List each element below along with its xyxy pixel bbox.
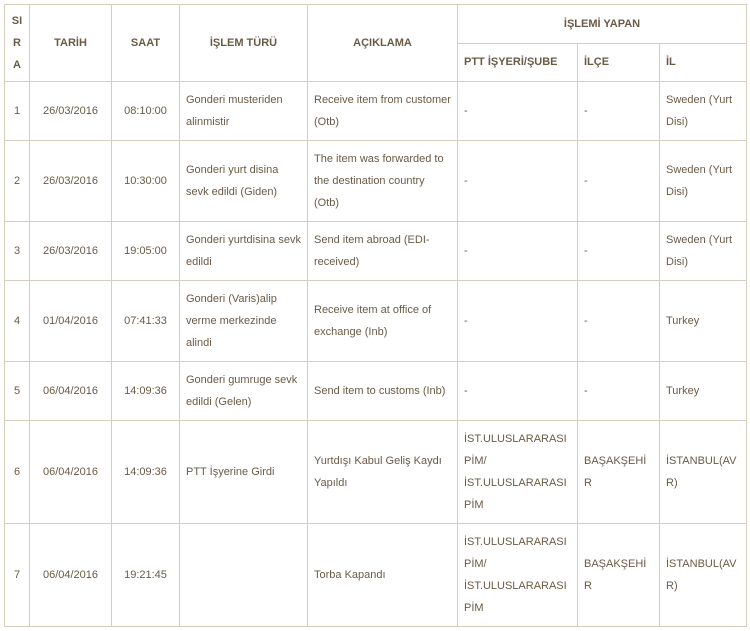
cell-ilce: - xyxy=(578,362,660,421)
cell-ptt-isyeri: - xyxy=(458,281,578,362)
table-header: SIRA TARİH SAAT İŞLEM TÜRÜ AÇIKLAMA İŞLE… xyxy=(5,5,747,82)
col-ilce: İLÇE xyxy=(578,43,660,82)
cell-sira: 5 xyxy=(5,362,30,421)
cell-saat: 10:30:00 xyxy=(112,141,180,222)
cell-tarih: 26/03/2016 xyxy=(30,82,112,141)
col-islemi-yapan: İŞLEMİ YAPAN xyxy=(458,5,747,44)
cell-aciklama: The item was forwarded to the destinatio… xyxy=(308,141,458,222)
cell-il: İSTANBUL(AVR) xyxy=(660,524,747,627)
cell-il: Turkey xyxy=(660,281,747,362)
cell-il: Sweden (Yurt Disi) xyxy=(660,82,747,141)
col-il: İL xyxy=(660,43,747,82)
cell-sira: 1 xyxy=(5,82,30,141)
cell-ptt-isyeri: - xyxy=(458,222,578,281)
cell-saat: 19:21:45 xyxy=(112,524,180,627)
cell-ptt-isyeri: - xyxy=(458,362,578,421)
cell-tarih: 01/04/2016 xyxy=(30,281,112,362)
cell-ptt-isyeri: - xyxy=(458,141,578,222)
col-saat: SAAT xyxy=(112,5,180,82)
cell-islem-turu: Gonderi (Varis)alip verme merkezinde ali… xyxy=(180,281,308,362)
cell-aciklama: Yurtdışı Kabul Geliş Kaydı Yapıldı xyxy=(308,421,458,524)
cell-tarih: 26/03/2016 xyxy=(30,141,112,222)
cell-saat: 19:05:00 xyxy=(112,222,180,281)
cell-islem-turu xyxy=(180,524,308,627)
cell-saat: 14:09:36 xyxy=(112,421,180,524)
cell-islem-turu: Gonderi gumruge sevk edildi (Gelen) xyxy=(180,362,308,421)
table-body: 126/03/201608:10:00Gonderi musteriden al… xyxy=(5,82,747,627)
cell-tarih: 06/04/2016 xyxy=(30,362,112,421)
table-row: 606/04/201614:09:36PTT İşyerine GirdiYur… xyxy=(5,421,747,524)
cell-saat: 07:41:33 xyxy=(112,281,180,362)
col-aciklama: AÇIKLAMA xyxy=(308,5,458,82)
cell-il: Sweden (Yurt Disi) xyxy=(660,141,747,222)
cell-tarih: 06/04/2016 xyxy=(30,421,112,524)
cell-ilce: BAŞAKŞEHİR xyxy=(578,524,660,627)
table-row: 506/04/201614:09:36Gonderi gumruge sevk … xyxy=(5,362,747,421)
cell-ptt-isyeri: İST.ULUSLARARASI PİM/ İST.ULUSLARARASI P… xyxy=(458,524,578,627)
cell-aciklama: Send item abroad (EDI-received) xyxy=(308,222,458,281)
cell-il: Sweden (Yurt Disi) xyxy=(660,222,747,281)
cell-ptt-isyeri: - xyxy=(458,82,578,141)
cell-sira: 4 xyxy=(5,281,30,362)
cell-aciklama: Receive item from customer (Otb) xyxy=(308,82,458,141)
cell-il: İSTANBUL(AVR) xyxy=(660,421,747,524)
cell-islem-turu: Gonderi yurt disina sevk edildi (Giden) xyxy=(180,141,308,222)
cell-ilce: - xyxy=(578,82,660,141)
cell-sira: 3 xyxy=(5,222,30,281)
cell-ilce: - xyxy=(578,281,660,362)
cell-islem-turu: PTT İşyerine Girdi xyxy=(180,421,308,524)
cell-ilce: - xyxy=(578,141,660,222)
col-islem-turu: İŞLEM TÜRÜ xyxy=(180,5,308,82)
cell-saat: 08:10:00 xyxy=(112,82,180,141)
cell-il: Turkey xyxy=(660,362,747,421)
cell-aciklama: Torba Kapandı xyxy=(308,524,458,627)
cell-tarih: 06/04/2016 xyxy=(30,524,112,627)
col-ptt-isyeri: PTT İŞYERİ/ŞUBE xyxy=(458,43,578,82)
cell-sira: 2 xyxy=(5,141,30,222)
table-row: 226/03/201610:30:00Gonderi yurt disina s… xyxy=(5,141,747,222)
table-row: 401/04/201607:41:33Gonderi (Varis)alip v… xyxy=(5,281,747,362)
cell-islem-turu: Gonderi musteriden alinmistir xyxy=(180,82,308,141)
cell-sira: 6 xyxy=(5,421,30,524)
cell-aciklama: Receive item at office of exchange (Inb) xyxy=(308,281,458,362)
col-tarih: TARİH xyxy=(30,5,112,82)
cell-aciklama: Send item to customs (Inb) xyxy=(308,362,458,421)
cell-saat: 14:09:36 xyxy=(112,362,180,421)
cell-ilce: - xyxy=(578,222,660,281)
table-row: 126/03/201608:10:00Gonderi musteriden al… xyxy=(5,82,747,141)
table-row: 326/03/201619:05:00Gonderi yurtdisina se… xyxy=(5,222,747,281)
cell-ptt-isyeri: İST.ULUSLARARASI PİM/ İST.ULUSLARARASI P… xyxy=(458,421,578,524)
cell-tarih: 26/03/2016 xyxy=(30,222,112,281)
cell-sira: 7 xyxy=(5,524,30,627)
cell-islem-turu: Gonderi yurtdisina sevk edildi xyxy=(180,222,308,281)
tracking-table: SIRA TARİH SAAT İŞLEM TÜRÜ AÇIKLAMA İŞLE… xyxy=(4,4,747,627)
col-sira: SIRA xyxy=(5,5,30,82)
cell-ilce: BAŞAKŞEHİR xyxy=(578,421,660,524)
table-row: 706/04/201619:21:45 Torba KapandıİST.ULUS… xyxy=(5,524,747,627)
